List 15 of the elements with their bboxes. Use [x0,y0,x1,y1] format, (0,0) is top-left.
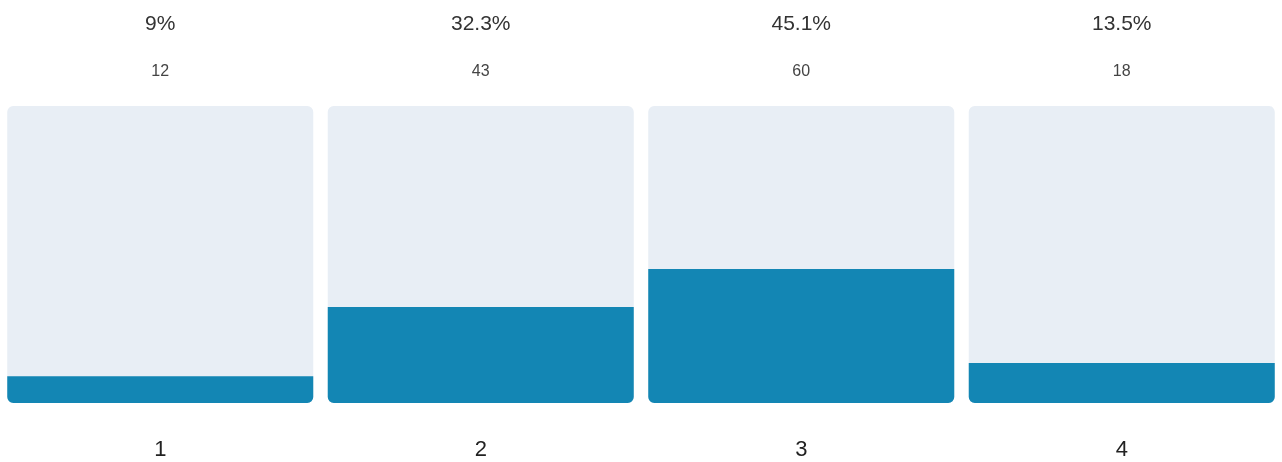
text: 18 [1112,61,1131,79]
data-label: 32.3% [450,10,511,34]
bar [7,376,314,403]
x-tick-label: 3 [795,435,808,461]
x-tick-label: 4 [1115,435,1128,461]
data-label: 45.1% [771,10,832,34]
data-label: 9% [145,10,176,34]
text: 60 [792,61,811,79]
bar [968,362,1275,403]
x-tick-label: 2 [474,435,487,461]
x-tick-label: 1 [154,435,167,461]
data-label: 13.5% [1091,10,1152,34]
bar [327,307,634,403]
text: 43 [471,61,490,79]
text: 12 [151,61,170,79]
